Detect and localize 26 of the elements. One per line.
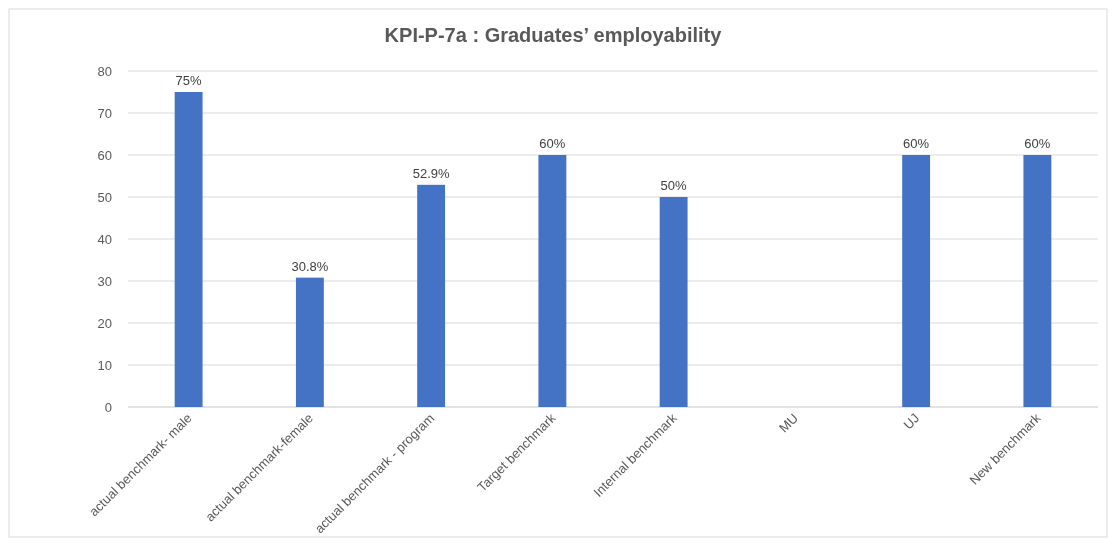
bar <box>902 155 931 407</box>
y-tick-label: 20 <box>97 315 112 331</box>
x-tick-label: UJ <box>900 410 923 433</box>
y-tick-label: 70 <box>97 105 112 121</box>
data-label: 75% <box>175 73 203 88</box>
chart-title: KPI-P-7a : Graduates’ employability <box>384 24 723 46</box>
y-tick-label: 80 <box>97 63 112 79</box>
bar <box>295 277 324 407</box>
y-tick-label: 30 <box>97 273 112 289</box>
bar <box>417 184 446 407</box>
data-label: 50% <box>660 178 688 193</box>
data-label: 60% <box>903 136 930 151</box>
data-label: 60% <box>1024 136 1051 151</box>
y-tick-label: 40 <box>97 231 112 247</box>
data-label: 60% <box>539 136 566 151</box>
bar <box>1023 155 1052 407</box>
y-tick-label: 60 <box>97 147 112 163</box>
data-label: 52.9% <box>412 165 450 181</box>
bar <box>174 92 203 407</box>
y-tick-label: 0 <box>104 399 112 415</box>
bar <box>659 197 688 407</box>
data-label: 30.8% <box>291 258 329 274</box>
y-tick-label: 10 <box>97 357 112 373</box>
y-tick-label: 50 <box>97 189 112 205</box>
bar <box>538 155 567 407</box>
x-tick-label: MU <box>776 410 801 436</box>
